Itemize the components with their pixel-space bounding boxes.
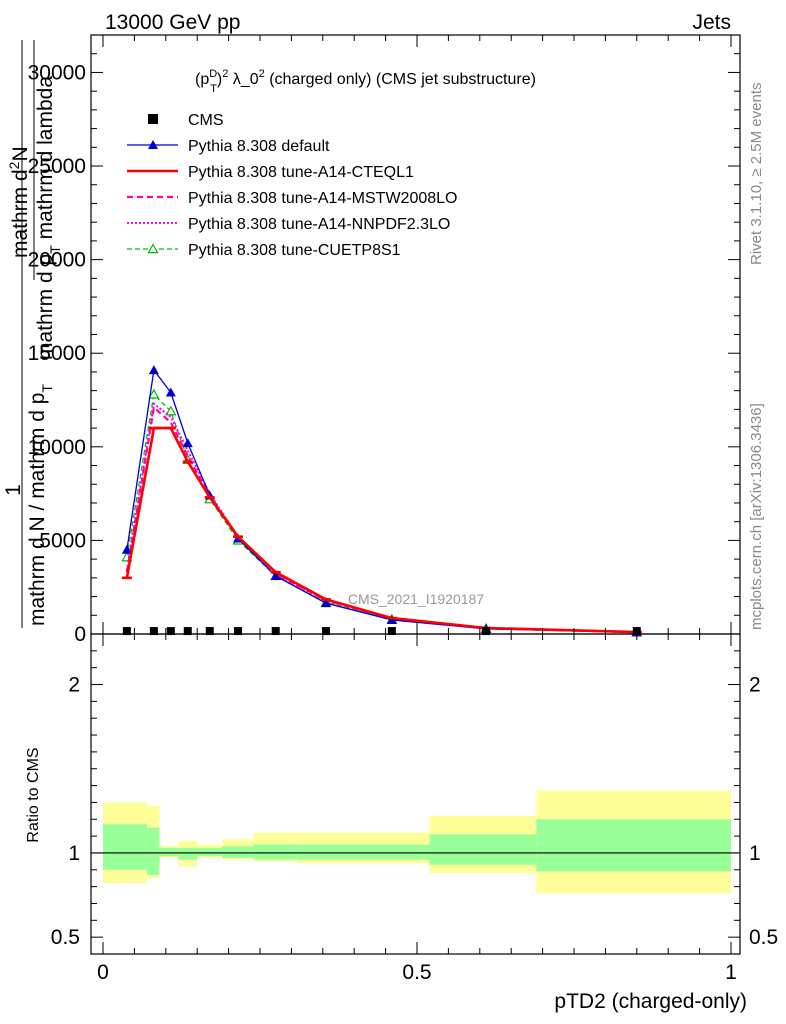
marker-default (121, 544, 132, 554)
y-tick-label: 10000 (28, 436, 86, 459)
y-tick-label: 25000 (28, 155, 86, 178)
ylabel-den-sub: T (47, 245, 63, 254)
title-sup-2: 2 (222, 68, 228, 80)
ratio-band-green (536, 819, 731, 872)
y-tick-label: 30000 (28, 61, 86, 84)
title-tail: (charged only) (CMS jet substructure) (265, 71, 536, 88)
title-sup-2b: 2 (259, 68, 265, 80)
x-tick-label: 1 (725, 961, 737, 984)
ylabel-den-tail: mathrm d lambda (34, 76, 57, 246)
ratio-ylabel: Ratio to CMS (25, 747, 42, 842)
ratio-tick-label-left: 2 (68, 674, 80, 697)
legend-label-cteq: Pythia 8.308 tune-A14-CTEQL1 (188, 164, 414, 181)
ylabel-num-tail: N (9, 146, 32, 161)
ylabel-den-text: mathrm d p (34, 254, 57, 360)
x-tick-label: 0 (97, 961, 109, 984)
legend-label-cuetp: Pythia 8.308 tune-CUETP8S1 (188, 242, 401, 259)
cms-point (205, 627, 214, 636)
marker-default (320, 598, 331, 608)
marker-default (270, 570, 281, 580)
cms-point (122, 627, 131, 636)
marker-default (148, 365, 159, 375)
ylabel-denominator: mathrm d pT mathrm d lambda (34, 76, 63, 360)
ratio-band-green (103, 824, 147, 870)
ylabel-frac-text: mathrm d N / mathrm d p (26, 393, 49, 626)
main-ylabel: 1 mathrm d2N mathrm d pT mathrm d lambda… (2, 40, 63, 628)
ratio-band-green (253, 844, 298, 860)
marker-cuetp (165, 405, 177, 416)
legend-marker-default (148, 140, 158, 149)
ratio-band-green (146, 827, 160, 875)
title-rest: λ_0 (228, 71, 258, 88)
plot-title: (pD T)2 λ_02 (charged only) (CMS jet subs… (195, 68, 536, 95)
ratio-band-green (159, 847, 179, 857)
header-jets: Jets (692, 11, 731, 34)
y-tick-label: 20000 (28, 249, 86, 272)
title-sup-d: D (209, 68, 217, 80)
ratio-tick-label-left: 0.5 (51, 926, 80, 949)
ylabel-fraction: mathrm d N / mathrm d pT (26, 384, 55, 626)
x-axis-label: pTD2 (charged-only) (554, 990, 747, 1013)
analysis-label: CMS_2021_I1920187 (348, 591, 484, 607)
y-tick-label: 15000 (28, 342, 86, 365)
header-energy: 13000 GeV pp (105, 11, 240, 34)
legend-label-default: Pythia 8.308 default (188, 138, 330, 155)
ratio-band-green (197, 847, 223, 857)
ratio-band-green (429, 834, 537, 865)
ratio-band-green (222, 846, 254, 858)
ratio-band-green (178, 847, 198, 860)
marker-default (182, 438, 193, 448)
x-tick-label: 0.5 (402, 961, 431, 984)
ylabel-num-sup: 2 (6, 161, 22, 169)
title-p: (p (195, 71, 209, 88)
ratio-frame (90, 633, 741, 955)
title-close: ) (217, 71, 222, 88)
ylabel-numerator: mathrm d2N (6, 146, 32, 258)
marker-cuetp (148, 388, 160, 399)
ylabel-one: 1 (2, 484, 25, 496)
cms-point (183, 627, 192, 636)
rivet-label: Rivet 3.1.10, ≥ 2.5M events (748, 83, 765, 266)
cms-point (149, 627, 158, 636)
ratio-tick-label-left: 1 (68, 842, 80, 865)
ratio-tick-label-right: 2 (749, 674, 761, 697)
ratio-band-green (297, 844, 430, 860)
legend-marker-cuetp (147, 243, 159, 254)
legend-label-mstw: Pythia 8.308 tune-A14-MSTW2008LO (188, 190, 457, 207)
cms-point (166, 627, 175, 636)
legend-label-nnpdf: Pythia 8.308 tune-A14-NNPDF2.3LO (188, 216, 450, 233)
marker-default (165, 387, 176, 397)
legend: CMS Pythia 8.308 default Pythia 8.308 tune… (127, 112, 457, 259)
main-panel: 0 5000 10000 15000 20000 25000 30000 CMS_2021_… (2, 34, 741, 646)
legend-label-cms: CMS (188, 112, 224, 129)
y-tick-label: 5000 (39, 529, 86, 552)
cms-point (387, 627, 396, 636)
cms-point (234, 627, 243, 636)
ratio-panel: 0.5 0.5 1 1 2 2 0 0.5 1 Ratio to CMS pTD2 (charg… (25, 633, 778, 1013)
ratio-tick-label-right: 0.5 (749, 926, 778, 949)
cms-point (321, 627, 330, 636)
ylabel-frac-sub: T (39, 384, 55, 393)
cms-point (482, 627, 491, 636)
legend-marker-cms (148, 114, 158, 124)
title-sub-t: T (210, 83, 217, 95)
ylabel-num-text: mathrm d (9, 169, 32, 258)
y-tick-label: 0 (74, 623, 86, 646)
marker-default (386, 614, 397, 624)
ratio-tick-label-right: 1 (749, 842, 761, 865)
mcplots-label: mcplots.cern.ch [arXiv:1306.3436] (748, 403, 765, 630)
cms-point (271, 627, 280, 636)
